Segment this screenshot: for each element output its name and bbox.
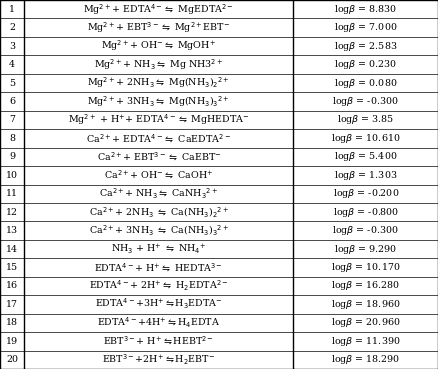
Text: log$\mathit{\beta}$ = 18.290: log$\mathit{\beta}$ = 18.290 [331,353,400,366]
Text: 20: 20 [6,355,18,364]
Text: log$\mathit{\beta}$ = -0.200: log$\mathit{\beta}$ = -0.200 [332,187,399,200]
Text: 6: 6 [9,97,15,106]
Text: Mg$^{2+}$+ EBT$^{3-}$$\leftrightharpoons$ Mg$^{2+}$EBT$^{-}$: Mg$^{2+}$+ EBT$^{3-}$$\leftrightharpoons… [87,20,230,35]
Text: 5: 5 [9,79,15,87]
Text: 14: 14 [6,245,18,254]
Text: 18: 18 [6,318,18,327]
Text: EDTA$^{4-}$+4H$^{+}$$\leftrightharpoons$H$_{4}$EDTA: EDTA$^{4-}$+4H$^{+}$$\leftrightharpoons$… [97,316,220,330]
Text: 13: 13 [6,226,18,235]
Text: log$\mathit{\beta}$ = 20.960: log$\mathit{\beta}$ = 20.960 [331,316,400,330]
Text: Mg$^{2+}$ + H$^{+}$+ EDTA$^{4-}$$\leftrightharpoons$ MgHEDTA$^{-}$: Mg$^{2+}$ + H$^{+}$+ EDTA$^{4-}$$\leftri… [68,113,250,127]
Text: NH$_{3}$ + H$^{+}$ $\leftrightharpoons$ NH$_{4}$$^{+}$: NH$_{3}$ + H$^{+}$ $\leftrightharpoons$ … [111,242,206,256]
Text: 19: 19 [6,337,18,346]
Text: Ca$^{2+}$+ 2NH$_{3}$ $\leftrightharpoons$ Ca(NH$_{3}$)$_{2}$$^{2+}$: Ca$^{2+}$+ 2NH$_{3}$ $\leftrightharpoons… [89,206,229,219]
Text: Mg$^{2+}$+ EDTA$^{4-}$$\leftrightharpoons$ MgEDTA$^{2-}$: Mg$^{2+}$+ EDTA$^{4-}$$\leftrightharpoon… [83,2,234,17]
Text: log$\mathit{\beta}$ = 1.303: log$\mathit{\beta}$ = 1.303 [334,169,397,182]
Text: 16: 16 [6,282,18,290]
Text: log$\mathit{\beta}$ = -0.800: log$\mathit{\beta}$ = -0.800 [332,206,399,219]
Text: EBT$^{3-}$+2H$^{+}$$\leftrightharpoons$H$_{2}$EBT$^{-}$: EBT$^{3-}$+2H$^{+}$$\leftrightharpoons$H… [102,353,215,367]
Text: Ca$^{2+}$+ EBT$^{3-}$$\leftrightharpoons$ CaEBT$^{-}$: Ca$^{2+}$+ EBT$^{3-}$$\leftrightharpoons… [96,151,221,163]
Text: 12: 12 [6,208,18,217]
Text: 15: 15 [6,263,18,272]
Text: log$\mathit{\beta}$ = 11.390: log$\mathit{\beta}$ = 11.390 [331,335,400,348]
Text: EDTA$^{4-}$+3H$^{+}$$\leftrightharpoons$H$_{3}$EDTA$^{-}$: EDTA$^{4-}$+3H$^{+}$$\leftrightharpoons$… [95,297,223,311]
Text: 9: 9 [9,152,15,161]
Text: 8: 8 [9,134,15,143]
Text: Mg$^{2+}$+ 2NH$_{3}$$\leftrightharpoons$ Mg(NH$_{3}$)$_{2}$$^{2+}$: Mg$^{2+}$+ 2NH$_{3}$$\leftrightharpoons$… [88,76,230,90]
Text: log$\mathit{\beta}$ = 10.610: log$\mathit{\beta}$ = 10.610 [331,132,400,145]
Text: EBT$^{3-}$+ H$^{+}$$\leftrightharpoons$HEBT$^{2-}$: EBT$^{3-}$+ H$^{+}$$\leftrightharpoons$H… [103,335,214,348]
Text: 11: 11 [6,189,18,198]
Text: log$\mathit{\beta}$ = 8.830: log$\mathit{\beta}$ = 8.830 [334,3,397,16]
Text: Ca$^{2+}$+ NH$_{3}$$\leftrightharpoons$ CaNH$_{3}$$^{2+}$: Ca$^{2+}$+ NH$_{3}$$\leftrightharpoons$ … [99,187,218,201]
Text: log$\mathit{\beta}$ = -0.300: log$\mathit{\beta}$ = -0.300 [332,95,399,108]
Text: Ca$^{2+}$+ 3NH$_{3}$ $\leftrightharpoons$ Ca(NH$_{3}$)$_{3}$$^{2+}$: Ca$^{2+}$+ 3NH$_{3}$ $\leftrightharpoons… [89,224,229,237]
Text: EDTA$^{4-}$+ 2H$^{+}$$\leftrightharpoons$ H$_{2}$EDTA$^{2-}$: EDTA$^{4-}$+ 2H$^{+}$$\leftrightharpoons… [89,279,229,293]
Text: log$\mathit{\beta}$ = 0.230: log$\mathit{\beta}$ = 0.230 [334,58,397,71]
Text: log$\mathit{\beta}$ = -0.300: log$\mathit{\beta}$ = -0.300 [332,224,399,237]
Text: log$\mathit{\beta}$ = 18.960: log$\mathit{\beta}$ = 18.960 [331,298,400,311]
Text: log$\mathit{\beta}$ = 5.400: log$\mathit{\beta}$ = 5.400 [334,150,397,163]
Text: Mg$^{2+}$+ OH$^{-}$$\leftrightharpoons$ MgOH$^{+}$: Mg$^{2+}$+ OH$^{-}$$\leftrightharpoons$ … [101,39,216,54]
Text: log$\mathit{\beta}$ = 10.170: log$\mathit{\beta}$ = 10.170 [331,261,400,274]
Text: 1: 1 [9,5,15,14]
Text: 4: 4 [9,60,15,69]
Text: EDTA$^{4-}$+ H$^{+}$$\leftrightharpoons$ HEDTA$^{3-}$: EDTA$^{4-}$+ H$^{+}$$\leftrightharpoons$… [94,261,223,274]
Text: Mg$^{2+}$+ 3NH$_{3}$$\leftrightharpoons$ Mg(NH$_{3}$)$_{3}$$^{2+}$: Mg$^{2+}$+ 3NH$_{3}$$\leftrightharpoons$… [88,94,230,109]
Text: 10: 10 [6,171,18,180]
Text: 7: 7 [9,115,15,124]
Text: log$\mathit{\beta}$ = 9.290: log$\mathit{\beta}$ = 9.290 [334,242,397,256]
Text: log$\mathit{\beta}$ = 3.85: log$\mathit{\beta}$ = 3.85 [337,113,394,127]
Text: 17: 17 [6,300,18,309]
Text: log$\mathit{\beta}$ = 16.280: log$\mathit{\beta}$ = 16.280 [331,279,400,293]
Text: Ca$^{2+}$+ EDTA$^{4-}$$\leftrightharpoons$ CaEDTA$^{2-}$: Ca$^{2+}$+ EDTA$^{4-}$$\leftrightharpoon… [86,132,231,145]
Text: log$\mathit{\beta}$ = 0.080: log$\mathit{\beta}$ = 0.080 [334,76,397,90]
Text: log$\mathit{\beta}$ = 2.583: log$\mathit{\beta}$ = 2.583 [334,39,397,53]
Text: log$\mathit{\beta}$ = 7.000: log$\mathit{\beta}$ = 7.000 [334,21,397,34]
Text: 3: 3 [9,42,15,51]
Text: Mg$^{2+}$+ NH$_{3}$$\leftrightharpoons$ Mg NH3$^{2+}$: Mg$^{2+}$+ NH$_{3}$$\leftrightharpoons$ … [94,57,223,72]
Text: Ca$^{2+}$+ OH$^{-}$$\leftrightharpoons$ CaOH$^{+}$: Ca$^{2+}$+ OH$^{-}$$\leftrightharpoons$ … [104,169,213,182]
Text: 2: 2 [9,23,15,32]
